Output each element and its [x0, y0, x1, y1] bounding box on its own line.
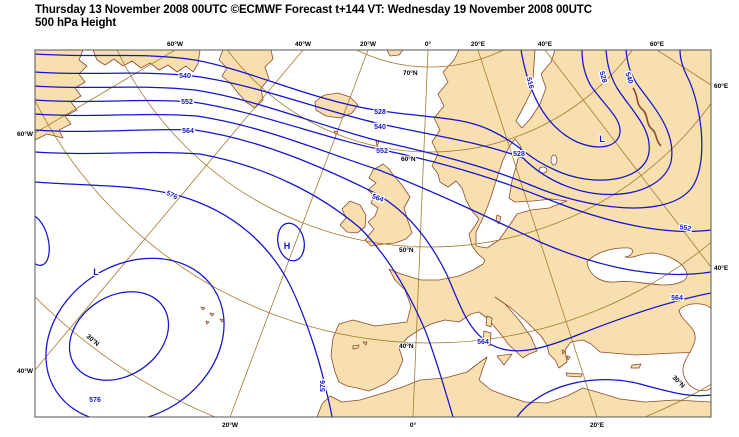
- parallel-50n: [116, 50, 711, 248]
- meridian-60e: [656, 50, 711, 86]
- contour-high-closed: [277, 222, 305, 262]
- contour-570-east: [516, 378, 711, 417]
- contour-552: [35, 99, 711, 233]
- latitude-label-60n: 60°N: [401, 155, 416, 163]
- contour-label: 564: [182, 128, 194, 135]
- island-shetland: [375, 140, 380, 147]
- landmass-eurasia: [330, 50, 711, 392]
- contour-546: [35, 50, 703, 209]
- contour-low-inner: [68, 291, 170, 381]
- contour-516-hook: [520, 50, 621, 148]
- sea-caspian: [678, 303, 711, 392]
- parallel-60n: [227, 50, 633, 153]
- chart-title-line2: 500 hPa Height: [35, 17, 117, 29]
- islands-aegean: [561, 349, 571, 361]
- latitude-label-70n: 70°N: [403, 69, 418, 77]
- meridian-0: [412, 50, 429, 417]
- island-corsica: [485, 315, 493, 328]
- pressure-center-layer: H L L: [92, 133, 606, 278]
- contour-label: 540: [179, 73, 191, 80]
- landmass-ireland: [339, 200, 367, 234]
- axis-label-bottom-0: 0°: [410, 421, 417, 429]
- island-crete: [565, 372, 583, 378]
- landmass-greenland-west: [92, 50, 201, 73]
- meridian-20e: [477, 50, 598, 417]
- axis-label-top-20e: 20°E: [471, 40, 486, 48]
- meridian-20w: [229, 50, 369, 417]
- parallel-70n: [355, 50, 505, 68]
- island-sicily: [496, 353, 513, 366]
- sea-layer: [475, 50, 711, 392]
- sea-black-sea: [586, 247, 688, 286]
- landmass-north-africa: [316, 356, 711, 417]
- contour-label: 552: [679, 224, 692, 233]
- latitude-label-30n-west: 30°N: [85, 332, 102, 348]
- contour-label: 528: [513, 151, 525, 158]
- landmass-great-britain: [364, 163, 413, 247]
- low-center-label: L: [599, 134, 605, 144]
- contour-558: [35, 113, 711, 276]
- contour-564: [35, 128, 711, 352]
- contour-label: 552: [181, 99, 193, 106]
- axis-label-top-0: 0°: [425, 40, 432, 48]
- contour-label: 552: [376, 148, 388, 155]
- contour-layer: [35, 50, 711, 417]
- axis-label-right-40e: 40°E: [714, 264, 729, 272]
- contour-label: 540: [374, 124, 386, 131]
- lake-ladoga: [538, 166, 548, 174]
- contour-label-layer: 540 552 564 576 528 540 552 564 516 528 …: [88, 69, 693, 405]
- latitude-label-40n: 40°N: [399, 342, 414, 350]
- axis-label-bottom-20w: 20°W: [222, 421, 239, 429]
- axis-label-bottom-20e: 20°E: [590, 421, 605, 429]
- contour-576: [35, 181, 333, 417]
- axis-label-top-40e: 40°E: [538, 40, 553, 48]
- landmass-greenland-tip: [218, 50, 274, 109]
- sea-white-sea: [515, 50, 556, 129]
- contour-label: 528: [374, 109, 386, 116]
- chart-title: Thursday 13 November 2008 00UTC ©ECMWF F…: [35, 4, 725, 30]
- axis-label-left-40w: 40°W: [17, 367, 34, 375]
- island-novaya-zemlya: [632, 87, 662, 147]
- contour-label: 564: [671, 295, 683, 302]
- contour-label: 564: [477, 339, 489, 346]
- contour-low-outer: [45, 257, 225, 417]
- island-cyprus: [630, 363, 642, 369]
- axis-label-layer: 60°W 40°W 20°W 0° 20°E 40°E 60°E 20°W 0°…: [17, 40, 729, 429]
- meridian-40w: [35, 50, 304, 371]
- low-center-label: L: [93, 267, 99, 277]
- islands-azores: [200, 306, 225, 325]
- contour-label: 576: [320, 380, 327, 392]
- lake-onega: [550, 154, 558, 166]
- axis-label-right-60e: 60°E: [714, 82, 729, 90]
- land-layer: [35, 50, 711, 417]
- contour-low-edge: [35, 214, 50, 266]
- landmass-canada: [35, 50, 88, 141]
- axis-label-top-60w: 60°W: [167, 40, 184, 48]
- high-center-label: H: [284, 241, 291, 251]
- chart-title-line1: Thursday 13 November 2008 00UTC ©ECMWF F…: [35, 4, 592, 16]
- axis-label-top-20w: 20°W: [360, 40, 377, 48]
- contour-570: [35, 151, 454, 417]
- axis-label-top-60e: 60°E: [650, 40, 665, 48]
- contour-label: 576: [165, 190, 179, 201]
- island-balearics: [352, 341, 368, 350]
- axis-label-top-40w: 40°W: [295, 40, 312, 48]
- landmass-arctic-sliver: [386, 50, 404, 57]
- map-border: [34, 49, 712, 418]
- contour-528: [35, 50, 650, 181]
- contour-540: [35, 50, 673, 196]
- contour-label: 576: [89, 397, 101, 404]
- axis-label-left-60w: 60°W: [17, 130, 34, 138]
- latitude-label-50n: 50°N: [399, 246, 414, 254]
- meridian-60w: [35, 50, 176, 134]
